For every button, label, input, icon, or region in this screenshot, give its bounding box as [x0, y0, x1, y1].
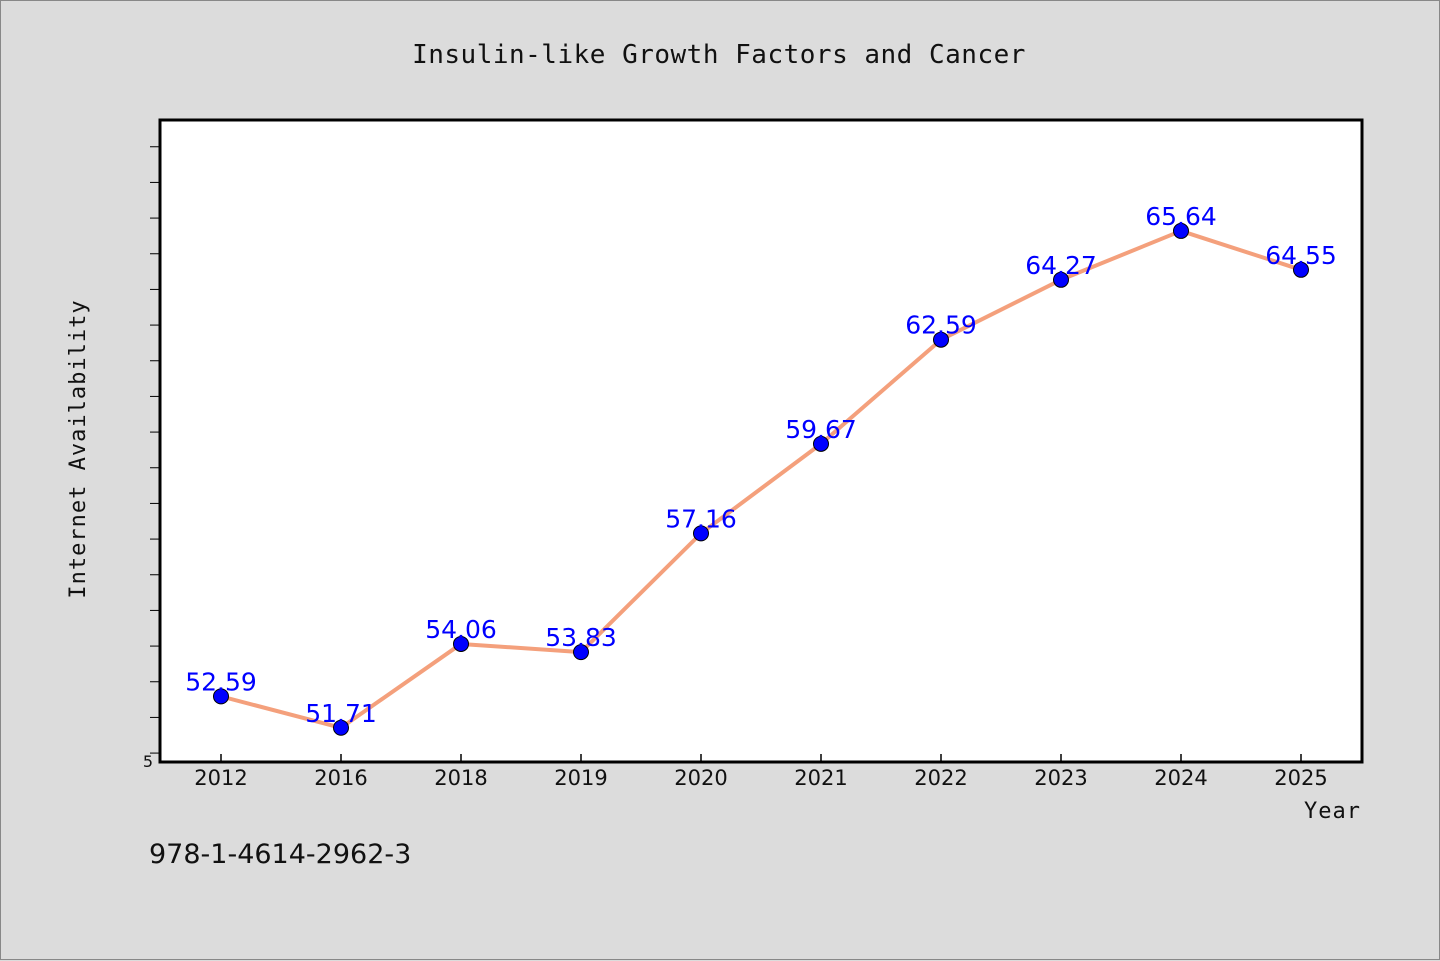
- x-tick-label: 2018: [434, 766, 487, 790]
- data-point: [813, 435, 829, 452]
- data-point: [933, 331, 949, 348]
- series-line-layer: [219, 228, 1303, 730]
- x-axis-title: Year: [1304, 799, 1361, 824]
- x-tick-label: 2016: [314, 766, 367, 790]
- x-axis-ticks: 2012 2016 2018 2019 2020 2021 2022 2023 2024 2025: [194, 754, 1328, 790]
- footer-code: 978-1-4614-2962-3: [149, 839, 411, 870]
- data-label: 65.64: [1145, 202, 1217, 231]
- data-label: 51.71: [305, 699, 377, 728]
- data-label: 53.83: [545, 623, 617, 652]
- data-label: 64.55: [1265, 241, 1337, 270]
- x-tick-label: 2021: [794, 766, 847, 790]
- data-label: 52.59: [185, 667, 257, 696]
- data-label: 57.16: [665, 504, 737, 533]
- data-point: [213, 688, 229, 705]
- x-tick-label: 2019: [554, 766, 607, 790]
- data-point: [573, 644, 589, 661]
- x-tick-label: 2025: [1274, 766, 1327, 790]
- data-point: [1293, 261, 1309, 278]
- chart-title: Insulin-like Growth Factors and Cancer: [412, 40, 1026, 70]
- data-label: 59.67: [785, 415, 857, 444]
- data-point: [1053, 271, 1069, 288]
- x-tick-label: 2020: [674, 766, 727, 790]
- x-tick-label: 2023: [1034, 766, 1087, 790]
- y-axis-ticks: [150, 146, 160, 754]
- data-point: [1173, 222, 1189, 239]
- y-axis-title: Internet Availability: [66, 299, 91, 598]
- x-tick-label: 2012: [194, 766, 247, 790]
- x-tick-label: 2024: [1154, 766, 1207, 790]
- plot-area: [160, 120, 1362, 762]
- series-marker-layer: [213, 222, 1309, 736]
- data-label: 62.59: [905, 311, 977, 340]
- data-point: [453, 635, 469, 652]
- data-label: 54.06: [425, 615, 497, 644]
- y-tick-label: 5: [143, 752, 153, 771]
- data-label-layer: 52.59 51.71 54.06 53.83 57.16 59.67 62.59 64.27…: [185, 202, 1337, 728]
- data-point: [693, 525, 709, 542]
- plot-frame: [158, 118, 1364, 764]
- data-label: 64.27: [1025, 251, 1097, 280]
- data-point: [333, 719, 349, 736]
- series-line: [219, 228, 1303, 730]
- x-tick-label: 2022: [914, 766, 967, 790]
